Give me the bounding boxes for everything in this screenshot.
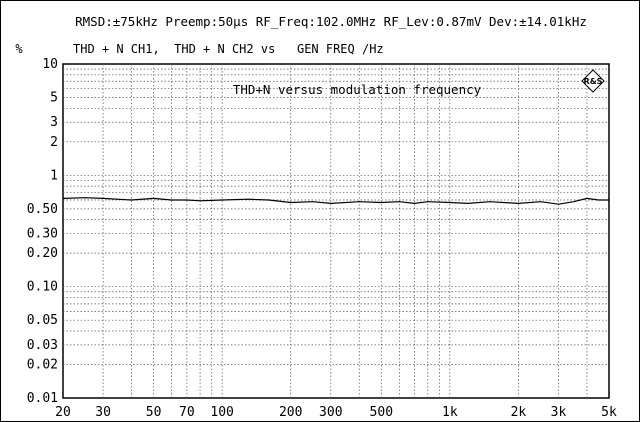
series-layer	[62, 197, 609, 205]
x-tick-label: 100	[210, 405, 233, 420]
y-tick-label: 0.20	[27, 246, 58, 261]
y-tick-label: 10	[42, 57, 58, 72]
y-tick-label: 2	[50, 135, 58, 150]
rs-logo: R&S	[581, 69, 605, 93]
y-tick-label: 0.50	[27, 202, 58, 217]
x-tick-label: 500	[370, 405, 393, 420]
y-tick-label: 0.10	[27, 280, 58, 295]
series-line	[62, 197, 609, 205]
y-tick-label: 0.02	[27, 357, 58, 372]
y-tick-label: 0.03	[27, 338, 58, 353]
x-tick-label: 50	[146, 405, 162, 420]
y-tick-label: 0.01	[27, 391, 58, 406]
measurement-header: RMSD:±75kHz Preemp:50µs RF_Freq:102.0MHz…	[75, 14, 587, 29]
y-tick-label: 1	[50, 168, 58, 183]
legend-text: THD + N CH1, THD + N CH2 vs GEN FREQ /Hz	[73, 42, 384, 56]
x-tick-label: 300	[319, 405, 342, 420]
y-tick-label: 5	[50, 91, 58, 106]
x-tick-label: 2k	[511, 405, 527, 420]
x-tick-label: 200	[279, 405, 302, 420]
grid-lines	[63, 64, 609, 398]
y-axis-unit: %	[15, 42, 23, 56]
x-tick-label: 70	[179, 405, 195, 420]
plot-area	[62, 63, 610, 399]
logo-text: R&S	[584, 77, 603, 86]
chart-annotation: THD+N versus modulation frequency	[233, 82, 482, 97]
y-tick-label: 3	[50, 115, 58, 130]
logo-diamond	[581, 69, 605, 93]
x-tick-labels: 20 30 50 70 100 200 300 500 1k 2k 3k 5k	[55, 405, 617, 420]
x-tick-label: 1k	[442, 405, 458, 420]
x-tick-label: 30	[95, 405, 111, 420]
x-tick-label: 20	[55, 405, 71, 420]
plot-border	[62, 63, 610, 399]
y-tick-label: 0.30	[27, 227, 58, 242]
x-tick-label: 5k	[601, 405, 617, 420]
y-tick-label: 0.05	[27, 313, 58, 328]
x-tick-label: 3k	[551, 405, 567, 420]
y-tick-labels: 10 5 3 2 1 0.50 0.30 0.20 0.10 0.05 0.03 0.02 0.01	[27, 57, 58, 406]
